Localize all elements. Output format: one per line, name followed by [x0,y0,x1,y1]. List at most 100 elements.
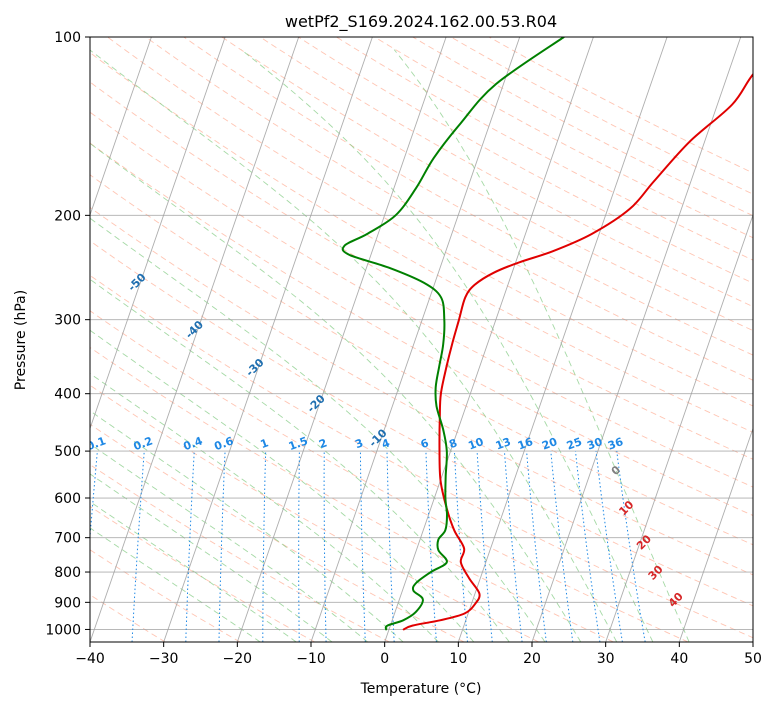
x-tick-label: −40 [75,651,105,667]
moist-adiabat [90,278,510,642]
dry-adiabat [145,37,753,381]
isotherm [163,37,373,642]
x-tick-label: 40 [670,651,688,667]
dry-adiabat [90,142,753,517]
y-axis: 100 200 300 400 500 600 700 800 900 1000 [45,30,90,638]
isotherm [752,640,753,642]
mixing-ratio-label: 0.2 [132,434,155,453]
mixing-ratio-label: 8 [447,436,459,451]
plot-frame [89,36,754,643]
mixing-ratio-line [575,451,601,642]
dry-adiabat [297,37,753,284]
mixing-ratio-label: 13 [494,435,513,452]
mixing-ratio-label: 0.4 [182,434,205,453]
isotherm [90,37,226,430]
mixing-ratio-line [595,451,623,642]
moist-adiabat [90,142,582,642]
x-tick-label: 50 [744,651,762,667]
x-axis: −40 −30 −20 −10 0 10 20 30 40 50 [75,642,762,667]
mixing-ratio-label: 0.6 [212,434,235,453]
chart-title: wetPf2_S169.2024.162.00.53.R04 [285,12,557,32]
mixing-ratio-line [425,451,437,642]
mixing-ratio-label: 20 [540,435,559,453]
isotherm-label: -20 [305,392,328,415]
dry-adiabat [90,81,753,460]
dry-adiabat [90,384,539,642]
mixing-ratio-line [90,451,98,543]
mixing-ratio-line [550,451,574,642]
dry-adiabat [90,174,753,546]
mixing-ratio-label: 1.5 [287,434,310,453]
mixing-ratio-label: 16 [516,435,535,453]
y-tick-label: 300 [54,313,81,329]
moist-adiabat-label: 0 [609,463,623,478]
background-lines [0,37,753,642]
moist-adiabat [90,473,333,642]
y-tick-label: 400 [54,387,81,403]
y-tick-label: 800 [54,565,81,581]
dry-adiabat [183,37,753,356]
x-tick-label: 30 [597,651,615,667]
isotherm [531,37,742,642]
moist-adiabat [393,49,690,642]
mixing-ratio-label: 6 [419,436,431,451]
dry-adiabat [374,37,753,239]
isotherm [310,37,521,642]
mixing-ratio-label: 2 [317,436,329,451]
x-tick-label: 20 [523,651,541,667]
moist-adiabat [90,217,546,642]
dry-adiabat [90,111,753,488]
isotherm [90,37,152,217]
mixing-ratio-label: 25 [565,435,584,452]
dry-adiabat-label: 10 [616,498,636,518]
mixing-ratio-label: 36 [606,435,625,453]
mixing-ratio-line [262,451,267,642]
x-tick-label: 0 [380,651,389,667]
moist-adiabat [240,49,654,642]
isotherm [0,37,4,642]
isotherm-label: -70 [9,181,32,204]
x-tick-label: −10 [296,651,326,667]
isotherm-label: -60 [68,223,91,246]
temperature-profile [402,72,753,631]
mixing-ratio-label: 10 [466,435,485,453]
mixing-ratio-line [131,451,145,642]
y-tick-label: 600 [54,491,81,507]
isotherm-label: -30 [243,356,266,379]
y-tick-label: 1000 [45,622,81,638]
mixing-ratio-label: 4 [380,436,392,451]
x-tick-label: 10 [449,651,467,667]
isotherm [90,37,300,642]
x-tick-label: −20 [223,651,253,667]
mixing-ratio-line [616,451,646,642]
moist-adiabat [90,372,439,642]
y-tick-label: 100 [54,30,81,46]
dry-adiabat [90,52,753,433]
dry-adiabat-label: 40 [666,590,686,610]
isotherm [457,37,668,642]
dry-adiabat-label: 20 [634,532,654,552]
dry-adiabat [259,37,753,308]
isotherm-label: -40 [183,318,206,341]
mixing-ratio-line [386,451,395,642]
mixing-ratio-line [185,451,195,642]
y-tick-label: 700 [54,531,81,547]
mixing-ratio-label: 0.1 [85,434,108,453]
isotherm [236,37,447,642]
dry-adiabat [90,310,689,642]
isotherm [384,37,594,642]
mixing-ratio-line [526,451,547,642]
moist-adiabat [90,410,404,642]
isotherm-label: -50 [125,270,148,293]
moist-adiabat [90,501,297,642]
dry-adiabat [107,37,753,407]
dewpoint-profile [341,37,565,631]
y-axis-title: Pressure (hPa) [13,290,29,390]
dry-adiabat [90,240,753,607]
dry-adiabat [450,37,753,195]
mixing-ratio-line [476,451,493,642]
isotherm [0,37,78,642]
mixing-ratio-line [323,451,327,642]
y-tick-label: 500 [54,444,81,460]
